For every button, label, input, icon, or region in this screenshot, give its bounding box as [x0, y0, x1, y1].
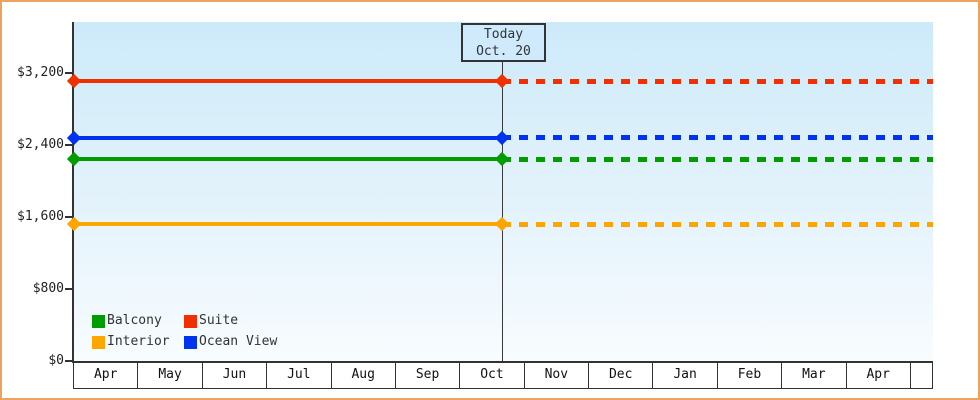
x-axis-month-row: Apr May Jun Jul Aug Sep Oct Nov Dec Jan Feb Mar Apr [73, 361, 933, 389]
y-axis-label: $3,200 [17, 65, 64, 80]
legend-item-suite: Suite [184, 314, 277, 328]
plot-area [66, 22, 933, 361]
x-axis-month-cell: Jun [203, 363, 268, 388]
y-axis-tick [65, 216, 72, 218]
data-point-marker-suite [494, 74, 510, 89]
today-annotation-box: Today Oct. 20 [461, 23, 546, 62]
x-axis-month-cell: Mar [782, 363, 847, 388]
x-axis-month-cell: Sep [396, 363, 461, 388]
data-point-marker-balcony [66, 152, 82, 167]
x-axis-month-cell: Nov [525, 363, 589, 388]
x-axis-empty-cell [911, 363, 932, 388]
legend-item-interior: Interior [92, 335, 184, 349]
today-label: Today [483, 27, 524, 42]
y-axis-tick [65, 360, 72, 362]
series-line-dashed-ocean-view [502, 135, 933, 141]
y-axis-label: $2,400 [17, 137, 64, 152]
legend-swatch-interior [92, 335, 105, 349]
data-point-marker-ocean-view [66, 130, 82, 145]
x-axis-month-cell: Apr [847, 363, 911, 388]
y-axis-tick [65, 144, 72, 146]
x-axis-month-cell: Oct [460, 363, 525, 388]
legend-item-ocean-view: Ocean View [184, 335, 277, 349]
y-axis-line [72, 22, 74, 363]
today-vertical-line [502, 61, 503, 361]
legend-swatch-balcony [92, 314, 105, 328]
x-axis-month-cell: May [138, 363, 203, 388]
legend-label: Interior [107, 334, 170, 349]
series-line-solid-ocean-view [74, 135, 502, 140]
y-axis-label: $0 [48, 353, 64, 368]
legend-swatch-ocean-view [184, 335, 197, 349]
series-line-solid-suite [74, 79, 502, 84]
x-axis-month-cell: Apr [74, 363, 139, 388]
data-point-marker-suite [66, 74, 82, 89]
series-line-dashed-interior [502, 221, 933, 227]
legend-item-balcony: Balcony [92, 314, 184, 328]
data-point-marker-ocean-view [494, 130, 510, 145]
data-point-marker-balcony [494, 152, 510, 167]
legend-label: Ocean View [199, 334, 278, 349]
x-axis-month-cell: Jan [653, 363, 718, 388]
series-line-dashed-balcony [502, 156, 933, 162]
legend-label: Balcony [107, 313, 162, 328]
today-date: Oct. 20 [476, 44, 531, 59]
x-axis-month-cell: Jul [267, 363, 332, 388]
x-axis-month-cell: Feb [718, 363, 783, 388]
y-axis-label: $1,600 [17, 209, 64, 224]
series-line-solid-balcony [74, 157, 502, 162]
series-line-dashed-suite [502, 78, 933, 84]
y-axis-label: $800 [32, 281, 64, 296]
legend-label: Suite [199, 313, 239, 328]
y-axis-tick [65, 288, 72, 290]
y-axis-tick [65, 72, 72, 74]
x-axis-month-cell: Aug [332, 363, 396, 388]
legend: Balcony Suite Interior Ocean View [92, 314, 277, 349]
x-axis-month-cell: Dec [589, 363, 654, 388]
series-line-solid-interior [74, 222, 502, 227]
data-point-marker-interior [66, 217, 82, 232]
legend-swatch-suite [184, 314, 197, 328]
data-point-marker-interior [494, 217, 510, 232]
